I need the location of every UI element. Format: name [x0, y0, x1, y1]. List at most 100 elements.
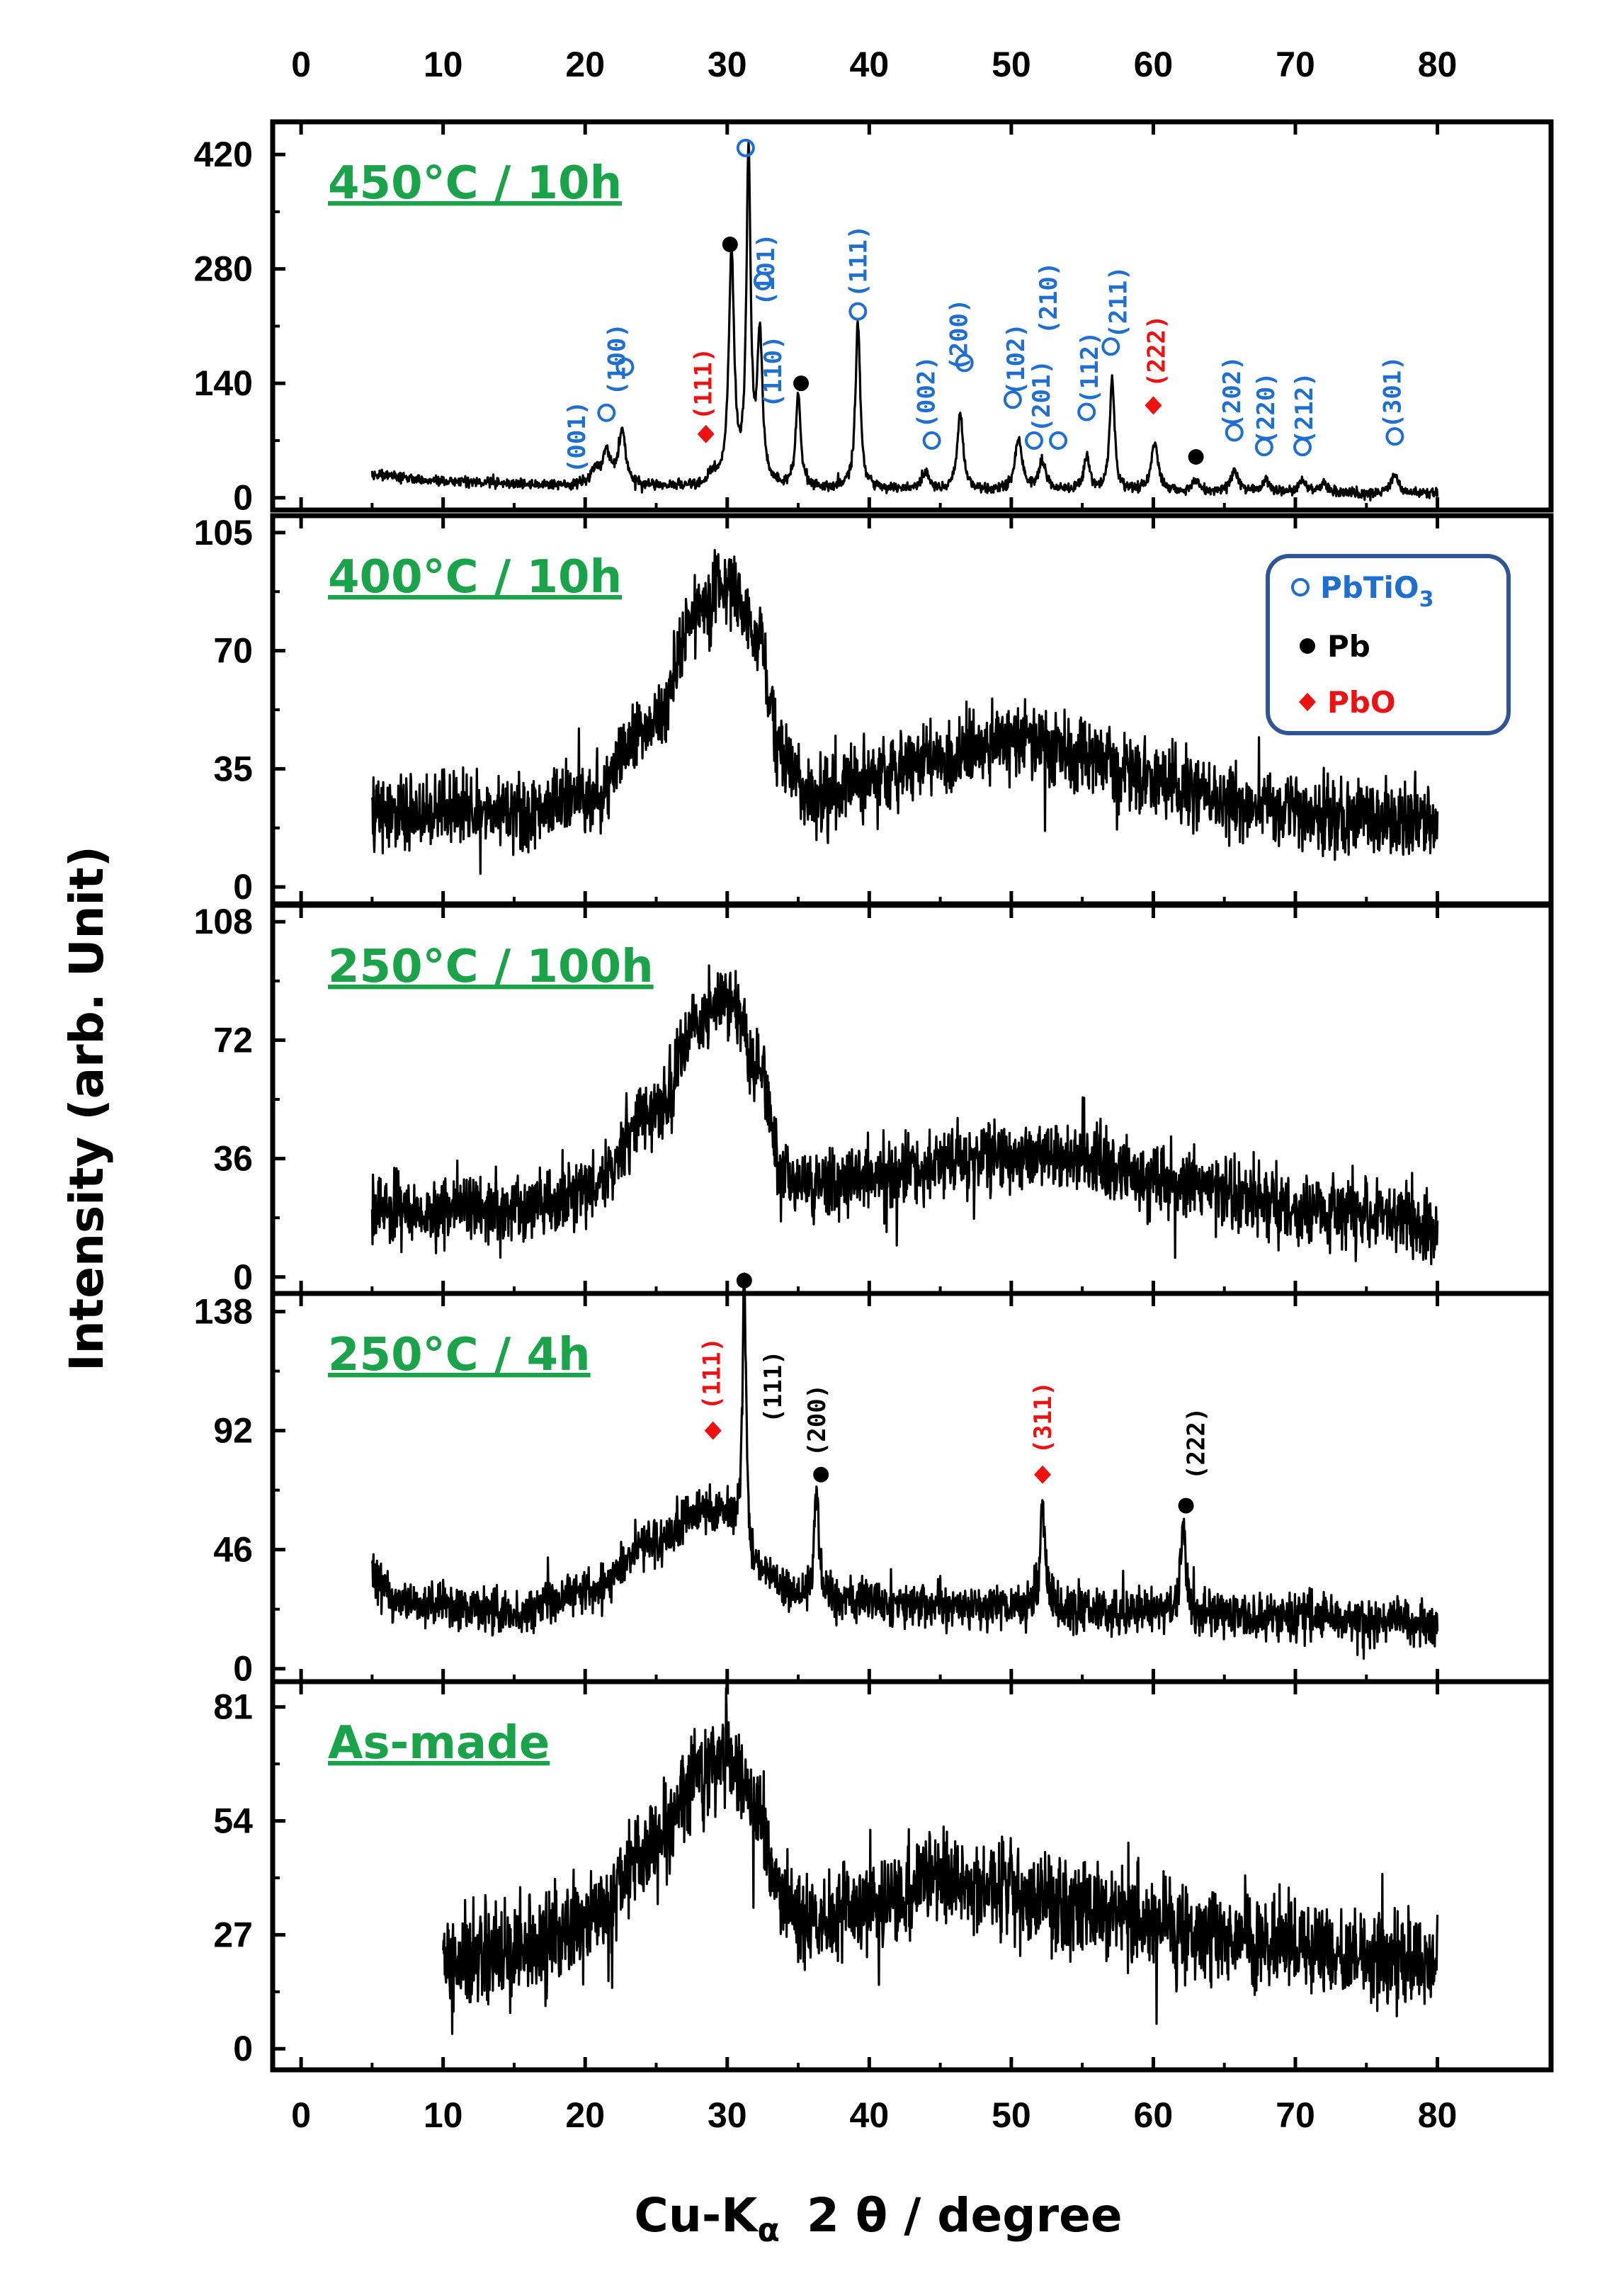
- pbtio3-marker: [955, 353, 974, 373]
- bottom-x-tick-60: 60: [1134, 2095, 1174, 2135]
- reflection-label: (102): [1002, 323, 1030, 395]
- pbtio3-marker: [1101, 337, 1120, 356]
- y-tick-label: 108: [194, 902, 253, 941]
- reflection-label: (211): [1104, 266, 1132, 338]
- bottom-x-tick-labels: 0 10 20 30 40 50 60 70 80: [291, 2095, 1457, 2135]
- xrd-trace: [442, 1687, 1439, 2035]
- legend-box: [1266, 554, 1511, 735]
- pbtio3-marker: [1225, 423, 1244, 442]
- bottom-x-tick-50: 50: [992, 2095, 1031, 2135]
- pbtio3-marker: [1385, 427, 1404, 446]
- pbtio3-marker: [1293, 438, 1312, 457]
- reflection-label: (001): [563, 401, 591, 473]
- y-tick-label: 27: [213, 1915, 253, 1954]
- top-x-tick-70: 70: [1276, 45, 1315, 84]
- panel-frame: [270, 119, 1554, 513]
- pbtio3-marker: [1003, 390, 1022, 409]
- y-tick-label: 105: [194, 513, 253, 553]
- legend: PbTiO3 Pb PbO: [1266, 554, 1511, 735]
- y-tick-label: 0: [233, 478, 253, 518]
- top-x-tick-40: 40: [850, 45, 890, 84]
- pbtio3-marker: [736, 138, 755, 157]
- reflection-label: (110): [759, 335, 788, 407]
- bottom-x-tick-40: 40: [850, 2095, 890, 2135]
- top-x-tick-0: 0: [291, 45, 311, 84]
- reflection-label: (210): [1035, 262, 1063, 334]
- bottom-x-tick-0: 0: [291, 2095, 311, 2135]
- y-tick-label: 420: [194, 135, 253, 174]
- pbtio3-marker: [615, 358, 635, 377]
- legend-pbtio3-subscript: 3: [1419, 587, 1434, 612]
- reflection-label: (222): [1183, 1408, 1211, 1480]
- pbtio3-marker: [1049, 431, 1068, 450]
- y-tick-label: 0: [233, 1649, 253, 1689]
- y-tick-label: 36: [213, 1139, 253, 1179]
- y-tick-label: 92: [213, 1411, 253, 1451]
- y-tick-label: 35: [213, 749, 253, 788]
- pb-marker: [722, 237, 738, 253]
- xrd-trace: [370, 964, 1439, 1266]
- pbo-marker: [697, 424, 715, 443]
- reflection-label: (002): [913, 356, 941, 428]
- reflection-label: (201): [1028, 360, 1056, 432]
- y-tick-label: 46: [213, 1530, 253, 1570]
- y-tick-label: 138: [194, 1292, 253, 1332]
- y-axis-label: Intensity (arb. Unit): [59, 846, 114, 1371]
- y-tick-label: 72: [213, 1020, 253, 1060]
- pbtio3-marker: [597, 403, 616, 422]
- reflection-label: (301): [1378, 356, 1407, 428]
- pbo-marker: [1145, 396, 1162, 415]
- y-tick-label: 81: [213, 1687, 253, 1727]
- pb-marker: [793, 375, 810, 392]
- panel-title: 250°C / 100h: [328, 941, 654, 993]
- panel-5: 0 27 54 81 As-made: [213, 1679, 1554, 2073]
- reflection-label: (212): [1290, 372, 1319, 444]
- y-tick-label: 54: [213, 1801, 253, 1841]
- bottom-x-tick-10: 10: [424, 2095, 463, 2135]
- pbtio3-marker: [848, 302, 868, 321]
- y-tick-label: 0: [233, 1257, 253, 1297]
- x-axis-label-main: Cu-K: [634, 2188, 759, 2243]
- reflection-label: (111): [844, 225, 873, 298]
- top-x-tick-20: 20: [565, 45, 605, 84]
- panel-4: 0 46 92 138 250°C / 4h (111) (111) (200) (311) (2…: [194, 1272, 1554, 1689]
- pb-marker: [1178, 1497, 1194, 1514]
- x-axis-label-subscript: α: [757, 2211, 780, 2249]
- xrd-trace: [370, 141, 1439, 502]
- reflection-label: (111): [698, 1337, 727, 1410]
- reflection-label: (111): [759, 1350, 788, 1422]
- top-x-tick-30: 30: [708, 45, 747, 84]
- legend-pbo-label: PbO: [1327, 685, 1396, 720]
- y-tick-label: 0: [233, 867, 253, 907]
- panel-title: 450°C / 10h: [328, 157, 622, 210]
- panel-title: 400°C / 10h: [328, 551, 622, 604]
- xrd-trace: [370, 1272, 1439, 1660]
- legend-pb-label: Pb: [1327, 629, 1370, 664]
- legend-pbtio3-text: PbTiO: [1320, 570, 1419, 605]
- xrd-trace: [370, 549, 1439, 876]
- panel-3: 0 36 72 108 250°C / 100h: [194, 902, 1554, 1297]
- panel-2: 0 35 70 105 400°C / 10h: [194, 513, 1554, 907]
- reflection-label: (112): [1076, 332, 1104, 404]
- bottom-x-tick-80: 80: [1418, 2095, 1458, 2135]
- bottom-x-tick-70: 70: [1276, 2095, 1315, 2135]
- top-x-tick-labels: 0 10 20 30 40 50 60 70 80: [291, 45, 1457, 84]
- reflection-label: (200): [946, 299, 974, 371]
- y-tick-label: 280: [194, 249, 253, 289]
- legend-pbtio3-label: PbTiO3: [1320, 570, 1433, 612]
- pbtio3-marker: [1254, 438, 1273, 457]
- legend-pbo-marker: [1299, 693, 1316, 711]
- reflection-label: (101): [752, 233, 780, 305]
- reflection-label: (220): [1252, 372, 1281, 444]
- top-x-tick-50: 50: [992, 45, 1031, 84]
- y-tick-label: 0: [233, 2029, 253, 2068]
- reflection-label: (222): [1143, 315, 1171, 387]
- pbtio3-marker: [922, 431, 941, 450]
- pb-marker: [813, 1466, 829, 1483]
- legend-pb-marker: [1300, 638, 1315, 654]
- top-x-tick-60: 60: [1134, 45, 1174, 84]
- y-tick-label: 70: [213, 631, 253, 671]
- panel-title: 250°C / 4h: [328, 1329, 591, 1381]
